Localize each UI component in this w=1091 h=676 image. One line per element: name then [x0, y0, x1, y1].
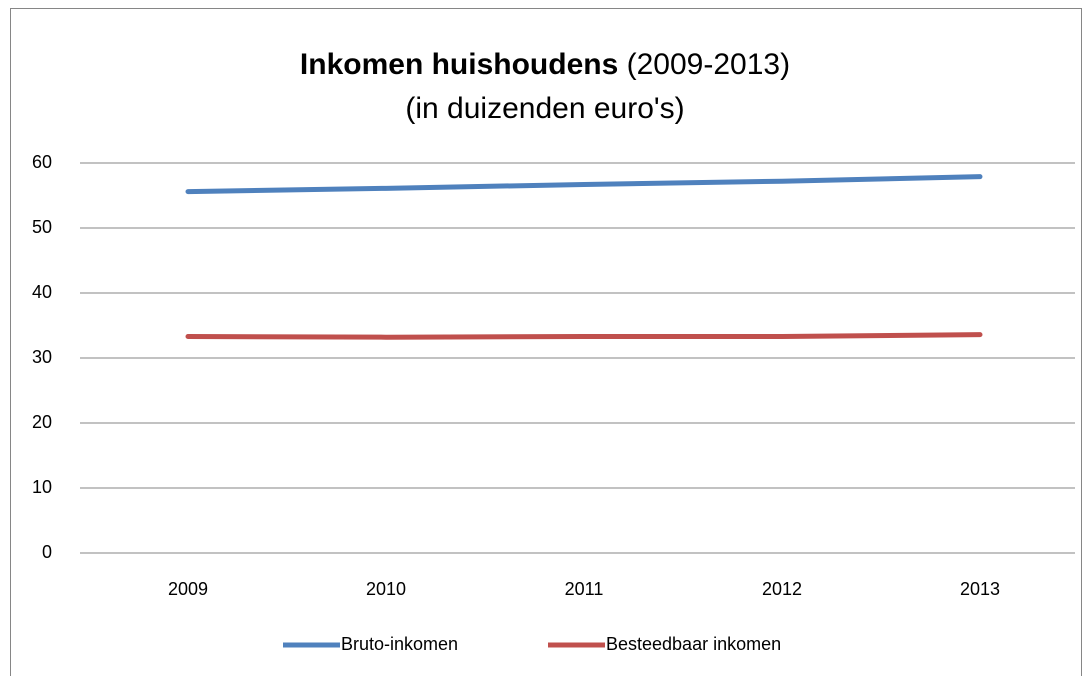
legend-label: Besteedbaar inkomen	[606, 634, 781, 654]
y-tick-label: 20	[32, 412, 52, 432]
chart-subtitle: (in duizenden euro's)	[405, 92, 684, 125]
line-series	[185, 332, 983, 340]
legend-label: Bruto-inkomen	[341, 634, 458, 654]
title-years: (2009-2013)	[627, 48, 790, 81]
y-tick-label: 10	[32, 477, 52, 497]
y-tick-label: 60	[32, 152, 52, 172]
y-tick-label: 40	[32, 282, 52, 302]
x-tick-label: 2010	[366, 579, 406, 599]
x-tick-label: 2012	[762, 579, 802, 599]
y-tick-label: 0	[42, 542, 52, 562]
x-tick-label: 2009	[168, 579, 208, 599]
chart-border	[10, 8, 1082, 676]
title-main: Inkomen huishoudens	[300, 48, 618, 81]
line-series	[185, 174, 983, 195]
x-tick-label: 2013	[960, 579, 1000, 599]
chart-title: Inkomen huishoudens (2009-2013)	[300, 48, 790, 81]
x-tick-label: 2011	[565, 579, 604, 599]
y-tick-label: 30	[32, 347, 52, 367]
y-tick-label: 50	[32, 217, 52, 237]
